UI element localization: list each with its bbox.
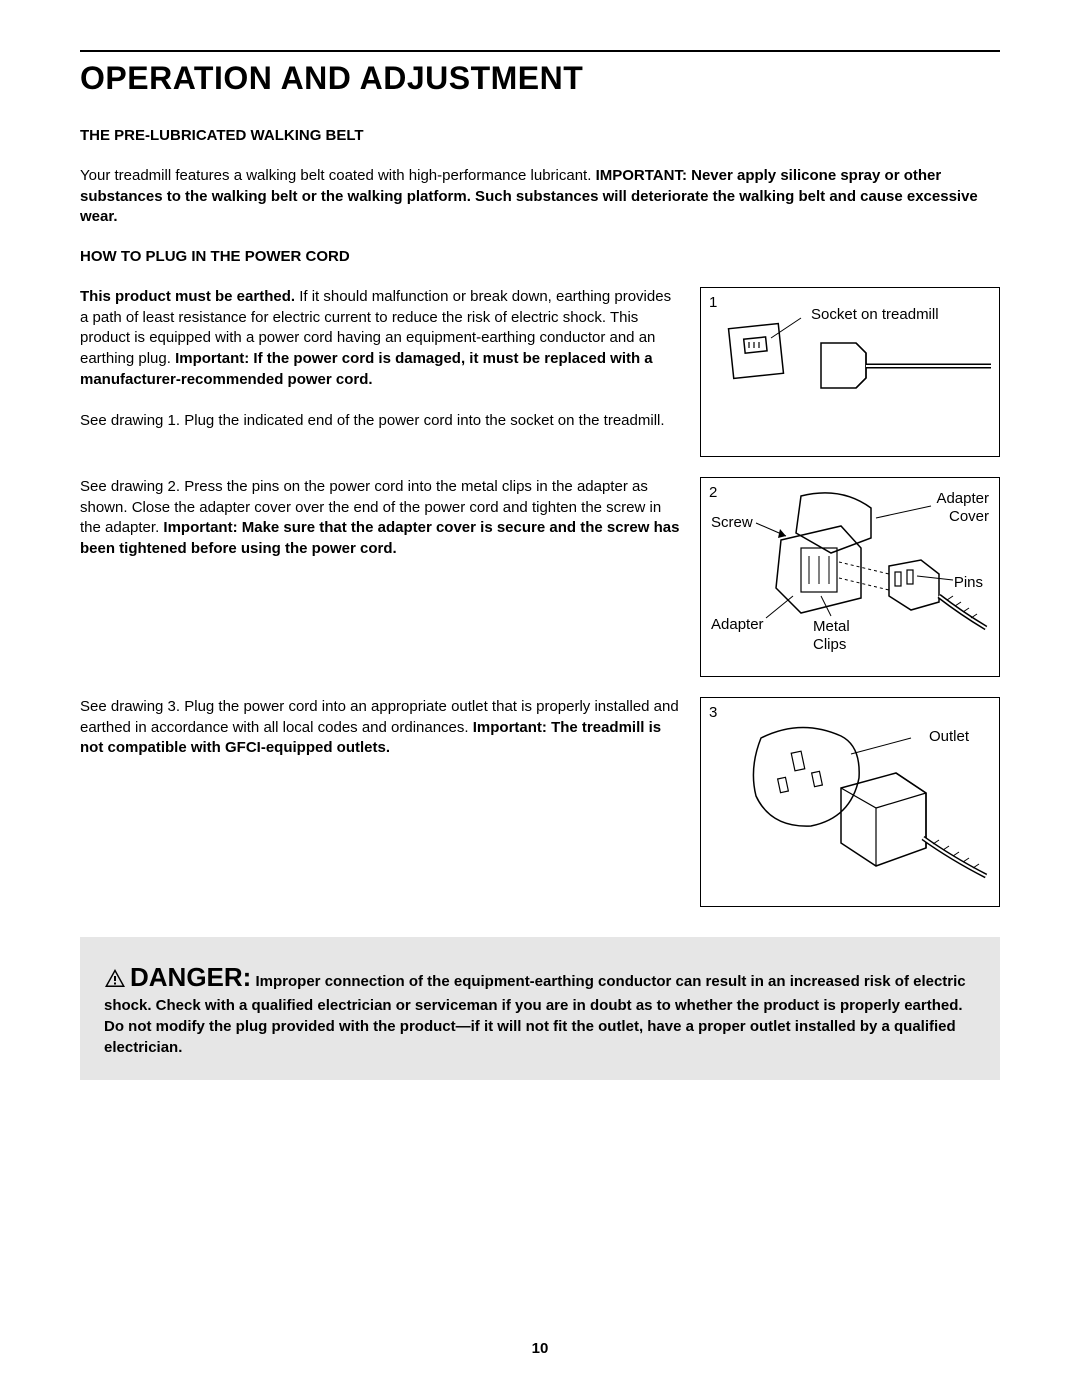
section1-body: Your treadmill features a walking belt c…	[80, 166, 1000, 228]
figure-1-illustration	[701, 288, 1001, 458]
figure-3-box: 3 Outlet	[700, 697, 1000, 907]
figure-2-box: 2 Screw Adapter Cover Pins Adapter Metal…	[700, 477, 1000, 677]
drawing1-paragraph: See drawing 1. Plug the indicated end of…	[80, 411, 682, 432]
top-rule	[80, 50, 1000, 52]
section1-heading: THE PRE-LUBRICATED WALKING BELT	[80, 127, 1000, 144]
page-number: 10	[0, 1340, 1080, 1357]
section1-text-a: Your treadmill features a walking belt c…	[80, 167, 596, 184]
figure-2-illustration	[701, 478, 1001, 678]
danger-word: DANGER:	[130, 962, 251, 992]
figure-1-box: 1 Socket on treadmill	[700, 287, 1000, 457]
figure-3-illustration	[701, 698, 1001, 908]
earth-a: This product must be earthed.	[80, 288, 295, 305]
earth-paragraph: This product must be earthed. If it shou…	[80, 287, 682, 390]
section2-heading: HOW TO PLUG IN THE POWER CORD	[80, 248, 1000, 265]
warning-icon	[104, 968, 126, 994]
danger-box: DANGER: Improper connection of the equip…	[80, 937, 1000, 1080]
drawing2-b: Important: Make sure that the adapter co…	[80, 519, 679, 557]
page-title: OPERATION AND ADJUSTMENT	[80, 60, 1000, 97]
drawing3-paragraph: See drawing 3. Plug the power cord into …	[80, 697, 682, 759]
drawing2-paragraph: See drawing 2. Press the pins on the pow…	[80, 477, 682, 560]
